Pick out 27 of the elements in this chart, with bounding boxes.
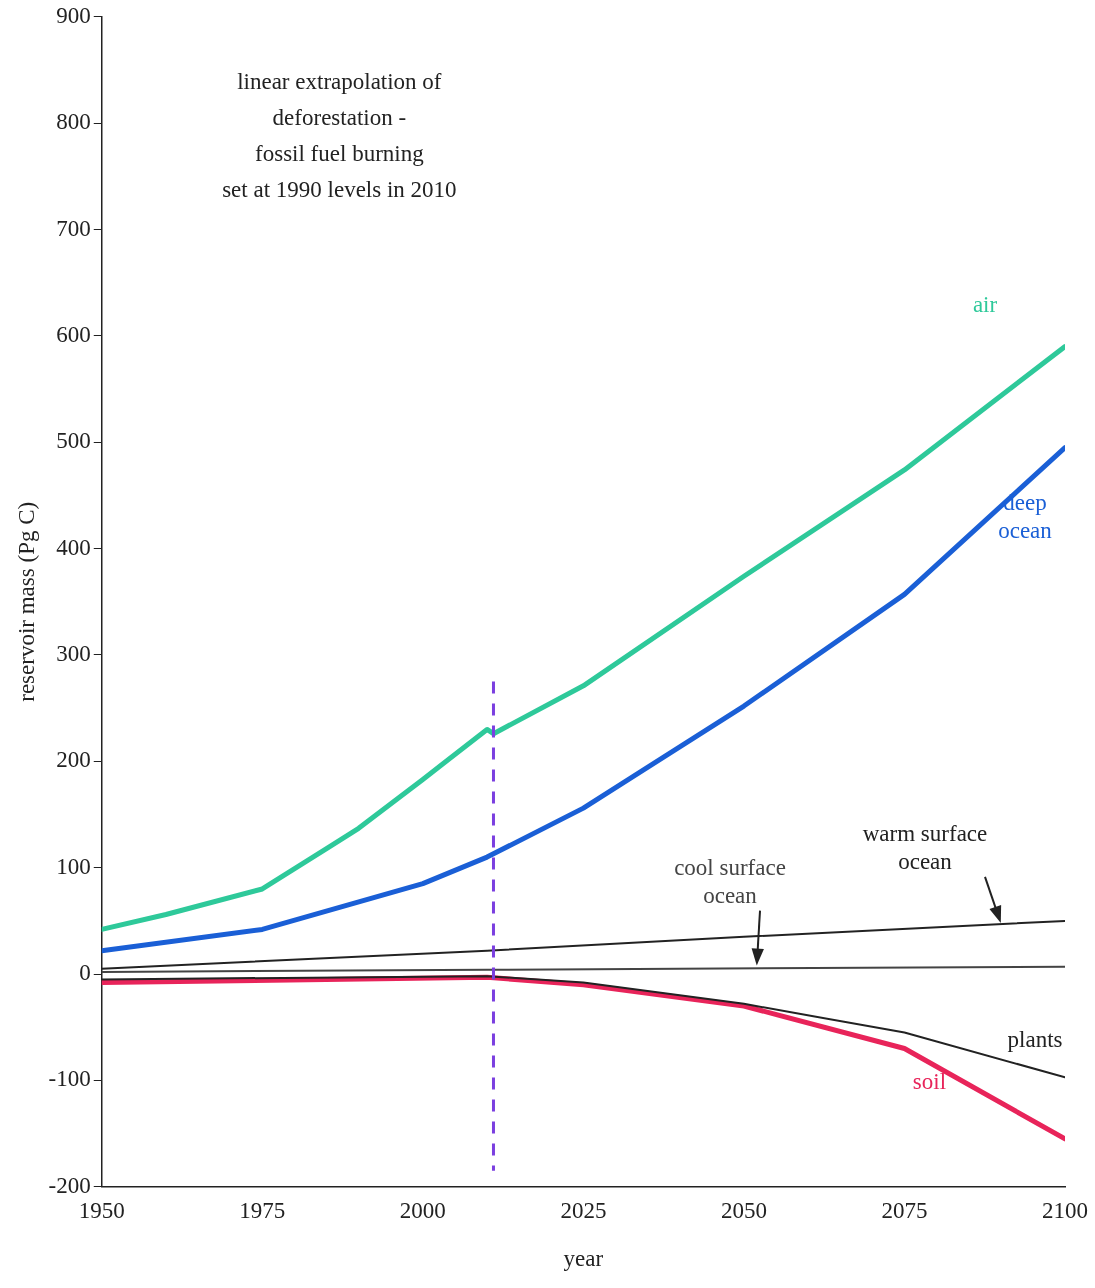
y-tick-label: -100 xyxy=(48,1066,91,1092)
text: warm surface ocean xyxy=(862,820,988,874)
x-tick-label: 2050 xyxy=(720,1197,767,1223)
x-tick-label: 1950 xyxy=(78,1197,125,1223)
y-tick-label: -200 xyxy=(48,1172,91,1198)
y-axis-title: reservoir mass (Pg C) xyxy=(13,501,39,702)
x-tick-label: 1975 xyxy=(239,1197,286,1223)
text: air xyxy=(972,291,998,317)
x-tick-label: 2075 xyxy=(881,1197,928,1223)
y-tick-label: 200 xyxy=(56,747,91,773)
y-tick-label: 300 xyxy=(56,641,91,667)
x-tick-label: 2000 xyxy=(399,1197,446,1223)
series-label: plants xyxy=(1007,1027,1063,1053)
text: cool surface ocean xyxy=(674,854,786,908)
x-tick-label: 2100 xyxy=(1042,1197,1088,1223)
y-tick-label: 400 xyxy=(56,534,91,560)
x-axis-title: year xyxy=(563,1246,604,1272)
y-tick-label: 900 xyxy=(56,2,91,28)
series-label: soil xyxy=(912,1068,947,1094)
y-tick-label: 100 xyxy=(56,853,91,879)
y-tick-label: 0 xyxy=(79,960,91,986)
y-tick-label: 800 xyxy=(56,109,91,135)
y-tick-label: 700 xyxy=(56,215,91,241)
annotation: linear extrapolation of deforestation - fossil fuel burning set at 1990 levels in 2010 xyxy=(222,68,457,202)
y-tick-label: 500 xyxy=(56,428,91,454)
x-tick-label: 2025 xyxy=(560,1197,607,1223)
y-tick-label: 600 xyxy=(56,321,91,347)
